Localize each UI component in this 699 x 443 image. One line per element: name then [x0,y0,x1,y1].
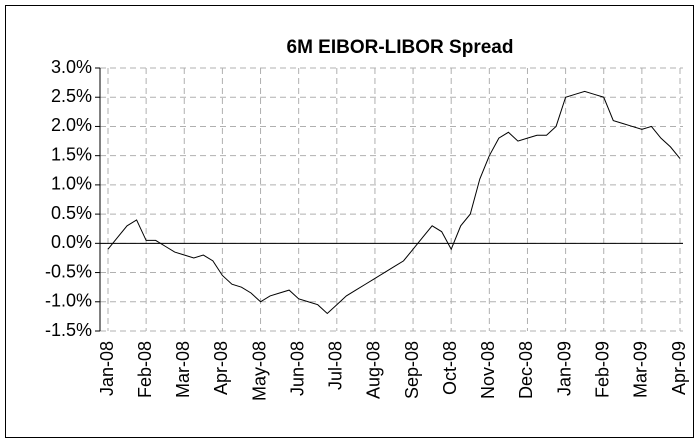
y-tick-label: 0.0% [51,232,92,252]
x-tick-label: Mar-09 [631,341,651,398]
x-tick-label: Apr-09 [669,341,689,395]
y-tick-label: 1.0% [51,174,92,194]
chart-border [5,5,694,438]
y-tick-label: -1.5% [45,320,92,340]
y-tick-label: 1.5% [51,144,92,164]
y-tick-label: -1.0% [45,291,92,311]
x-tick-label: Jul-08 [326,341,346,390]
x-tick-label: May-08 [249,341,269,401]
x-tick-label: Apr-08 [211,341,231,395]
y-tick-label: 2.5% [51,86,92,106]
y-tick-label: 3.0% [51,57,92,77]
x-tick-label: Jan-09 [554,341,574,396]
x-tick-label: Dec-08 [516,341,536,399]
data-line [107,90,681,315]
x-tick-label: Sep-08 [402,341,422,399]
y-tick-label: 0.5% [51,203,92,223]
x-tick-label: Jun-08 [287,341,307,396]
y-tick-label: 2.0% [51,115,92,135]
x-tick-label: Feb-09 [592,341,612,398]
x-tick-label: Mar-08 [173,341,193,398]
x-tick-label: Feb-08 [135,341,155,398]
x-tick-label: Jan-08 [97,341,117,396]
x-tick-label: Nov-08 [478,341,498,399]
x-tick-label: Aug-08 [364,341,384,399]
x-tick-label: Oct-08 [440,341,460,395]
y-tick-label: -0.5% [45,261,92,281]
chart-title: 6M EIBOR-LIBOR Spread [287,37,514,58]
